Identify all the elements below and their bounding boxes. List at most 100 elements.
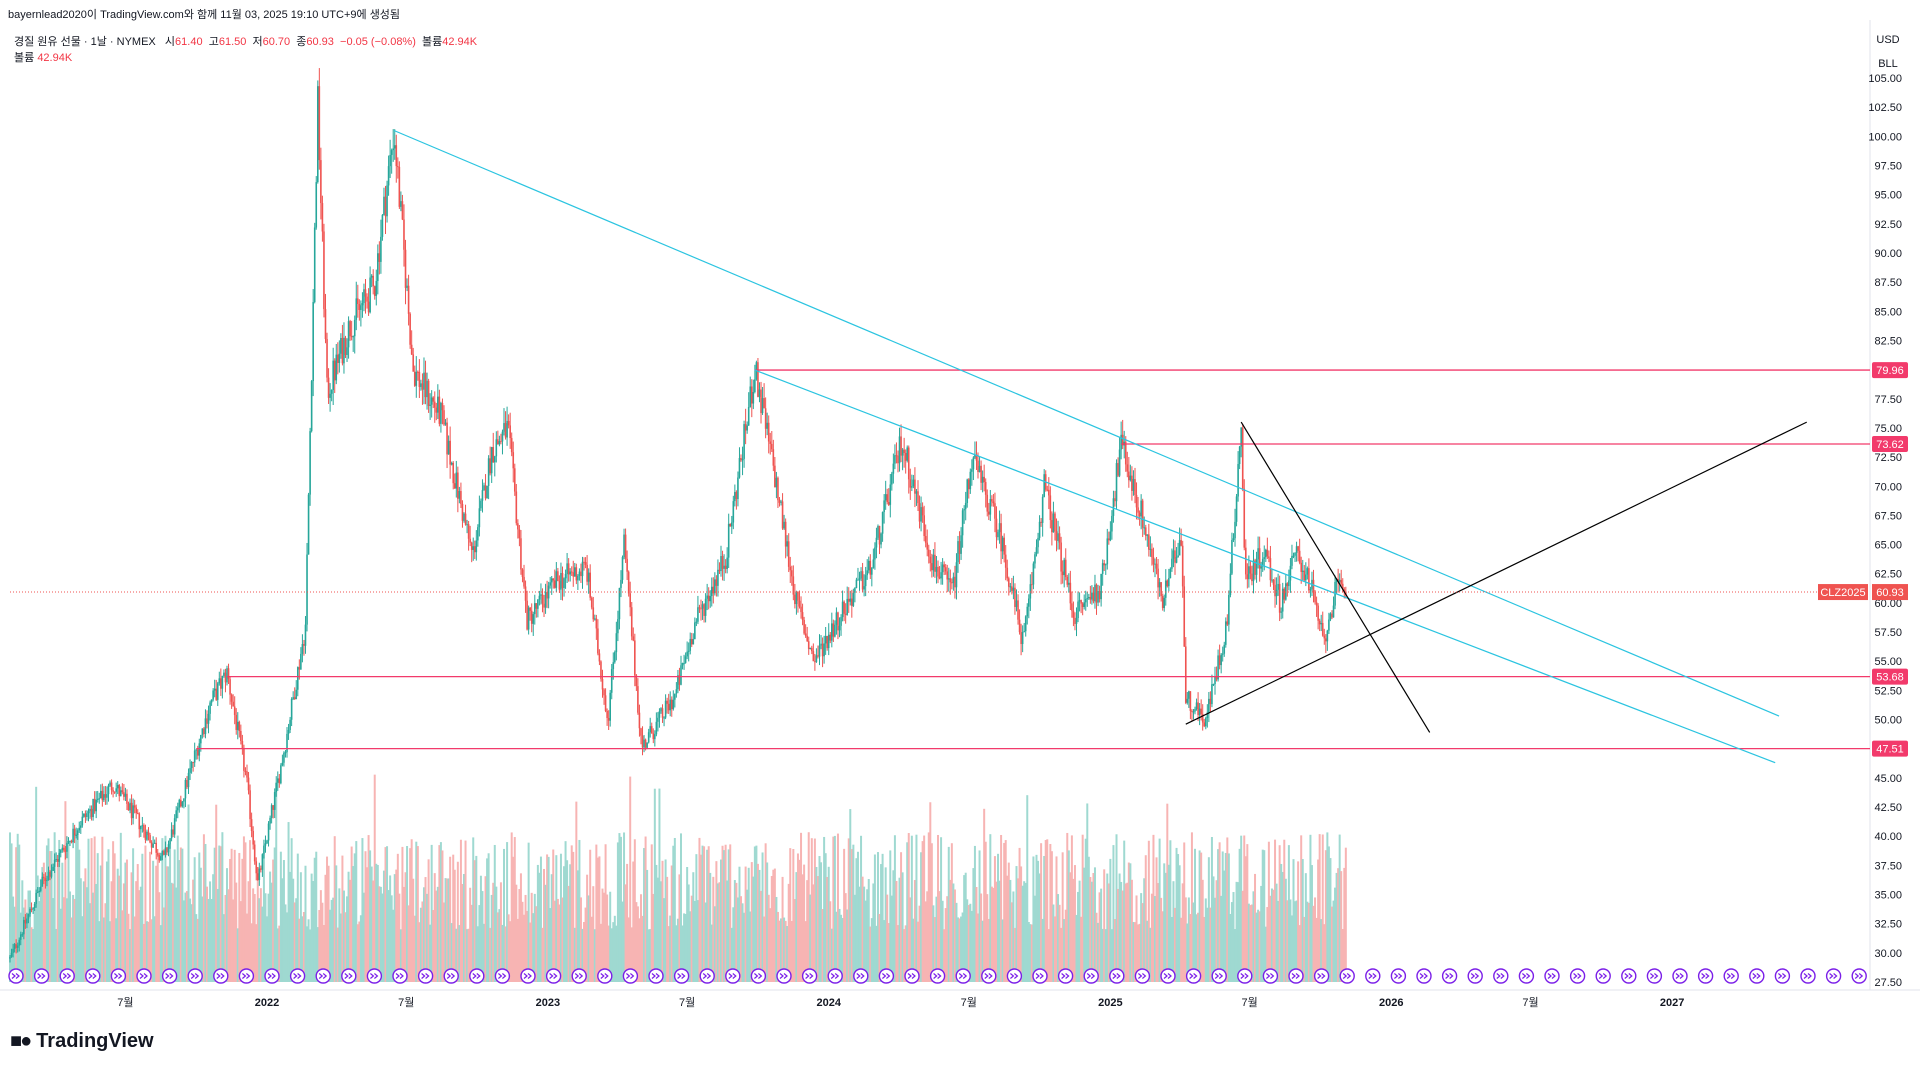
volume-bar	[586, 874, 589, 982]
event-marker-icon[interactable]	[1851, 968, 1867, 984]
event-marker-icon[interactable]	[622, 968, 639, 984]
event-marker-icon[interactable]	[1621, 968, 1637, 984]
volume-bar	[910, 835, 913, 982]
event-marker-icon[interactable]	[1518, 968, 1535, 984]
event-marker-icon[interactable]	[725, 968, 741, 984]
event-marker-icon[interactable]	[981, 968, 997, 984]
volume-pane-label[interactable]: 볼륨	[14, 52, 35, 64]
event-marker-icon[interactable]	[161, 968, 178, 984]
event-marker-icon[interactable]	[1646, 968, 1663, 984]
volume-bar	[1197, 912, 1200, 982]
event-marker-icon[interactable]	[545, 968, 562, 984]
event-marker-icon[interactable]	[238, 968, 255, 984]
candle-body	[924, 536, 927, 543]
event-marker-icon[interactable]	[417, 968, 434, 984]
candle-body	[1285, 583, 1287, 600]
event-marker-icon[interactable]	[673, 968, 690, 984]
event-marker-icon[interactable]	[1237, 968, 1253, 984]
event-marker-icon[interactable]	[315, 968, 331, 984]
event-marker-icon[interactable]	[699, 968, 715, 984]
event-marker-icon[interactable]	[1774, 968, 1791, 984]
event-marker-icon[interactable]	[8, 968, 24, 984]
event-marker-icon[interactable]	[1416, 968, 1432, 984]
event-marker-icon[interactable]	[366, 968, 383, 984]
event-marker-icon[interactable]	[955, 968, 971, 984]
event-marker-icon[interactable]	[494, 968, 511, 984]
event-marker-icon[interactable]	[1109, 968, 1125, 984]
event-marker-icon[interactable]	[1032, 968, 1048, 984]
event-marker-icon[interactable]	[1288, 968, 1304, 984]
event-marker-icon[interactable]	[1441, 968, 1458, 984]
event-marker-icon[interactable]	[878, 968, 895, 984]
event-marker-icon[interactable]	[1800, 968, 1816, 984]
volume-bar	[49, 851, 52, 982]
event-marker-icon[interactable]	[59, 968, 75, 984]
event-marker-icon[interactable]	[1365, 968, 1381, 984]
event-marker-icon[interactable]	[1390, 968, 1407, 984]
candle-body	[807, 641, 810, 649]
unit-label[interactable]: BLL	[1878, 58, 1898, 70]
volume-bar	[1174, 907, 1177, 982]
event-arrow-glyph	[984, 973, 993, 979]
event-marker-icon[interactable]	[1544, 968, 1560, 984]
candle-body	[1154, 563, 1156, 565]
event-marker-icon[interactable]	[289, 968, 306, 984]
event-marker-icon[interactable]	[1006, 968, 1023, 984]
candle-body	[315, 182, 318, 228]
event-marker-icon[interactable]	[1185, 968, 1202, 984]
symbol-description[interactable]: 경질 원유 선물 · 1날 · NYMEX	[14, 36, 156, 48]
event-marker-icon[interactable]	[110, 968, 127, 984]
event-marker-icon[interactable]	[1467, 968, 1483, 984]
event-marker-icon[interactable]	[187, 968, 203, 984]
volume-bar	[139, 886, 142, 982]
event-marker-icon[interactable]	[1569, 968, 1586, 984]
event-marker-icon[interactable]	[264, 968, 280, 984]
event-marker-icon[interactable]	[85, 968, 101, 984]
event-marker-icon[interactable]	[1825, 968, 1842, 984]
volume-bar	[299, 872, 302, 982]
event-arrow-glyph	[1752, 973, 1761, 979]
event-marker-icon[interactable]	[1262, 968, 1279, 984]
event-marker-icon[interactable]	[1211, 968, 1227, 984]
event-marker-icon[interactable]	[392, 968, 408, 984]
event-marker-icon[interactable]	[571, 968, 587, 984]
event-marker-icon[interactable]	[1339, 968, 1355, 984]
event-marker-icon[interactable]	[520, 968, 536, 984]
volume-bar	[490, 894, 493, 982]
event-marker-icon[interactable]	[929, 968, 946, 984]
event-marker-icon[interactable]	[827, 968, 843, 984]
event-marker-icon[interactable]	[443, 968, 459, 984]
event-marker-icon[interactable]	[1083, 968, 1099, 984]
event-marker-icon[interactable]	[1493, 968, 1509, 984]
event-marker-icon[interactable]	[1313, 968, 1330, 984]
event-marker-icon[interactable]	[648, 968, 664, 984]
volume-bar	[441, 850, 444, 982]
event-marker-icon[interactable]	[1749, 968, 1765, 984]
event-marker-icon[interactable]	[1672, 968, 1688, 984]
event-marker-icon[interactable]	[776, 968, 792, 984]
event-marker-icon[interactable]	[1160, 968, 1176, 984]
event-marker-icon[interactable]	[853, 968, 869, 984]
event-marker-icon[interactable]	[904, 968, 920, 984]
event-marker-icon[interactable]	[469, 968, 485, 984]
event-marker-icon[interactable]	[801, 968, 818, 984]
candle-body	[863, 586, 865, 590]
event-marker-icon[interactable]	[1723, 968, 1739, 984]
event-arrow-glyph	[702, 973, 712, 979]
event-marker-icon[interactable]	[136, 968, 152, 984]
event-marker-icon[interactable]	[341, 968, 357, 984]
event-marker-icon[interactable]	[1595, 968, 1611, 984]
event-marker-icon[interactable]	[1134, 968, 1151, 984]
currency-label[interactable]: USD	[1876, 34, 1900, 46]
event-marker-icon[interactable]	[213, 968, 229, 984]
event-marker-icon[interactable]	[33, 968, 50, 984]
event-marker-icon[interactable]	[1697, 968, 1714, 984]
event-marker-icon[interactable]	[1057, 968, 1074, 984]
price-unit-selector[interactable]: USD BLL	[1870, 28, 1906, 78]
candle-body	[92, 798, 94, 818]
event-marker-icon[interactable]	[750, 968, 767, 984]
event-marker-icon[interactable]	[597, 968, 613, 984]
volume-bar	[1127, 862, 1130, 982]
tradingview-logo[interactable]: ■● TradingView	[10, 1030, 154, 1053]
